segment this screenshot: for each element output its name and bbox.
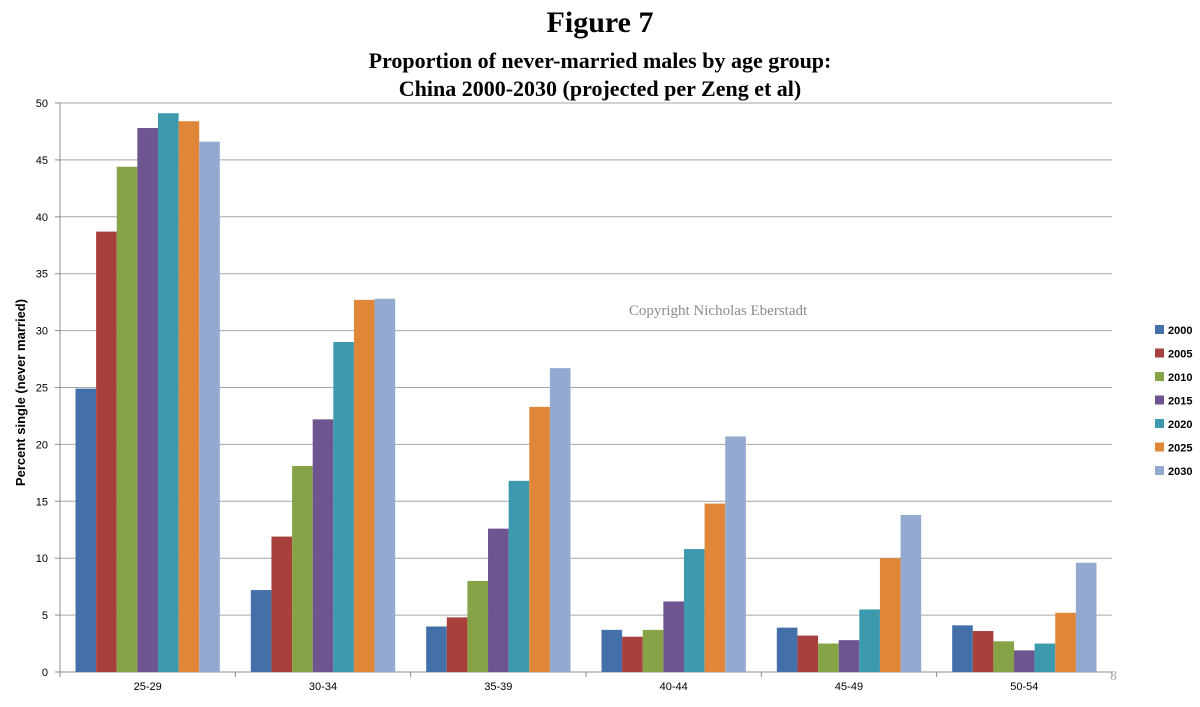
bar-2010-30-34 (292, 466, 313, 672)
bar-2020-25-29 (157, 113, 179, 673)
bar-2010-40-44 (642, 629, 664, 672)
legend-label-2005: 2005 (1168, 349, 1192, 361)
bar-2025-35-39 (529, 406, 550, 672)
bar-2030-30-34 (374, 298, 396, 672)
legend-label-2030: 2030 (1168, 466, 1192, 478)
bar-2015-25-29 (137, 128, 158, 673)
chart-subtitle-line2: China 2000-2030 (projected per Zeng et a… (398, 76, 802, 101)
bar-2020-40-44 (683, 549, 705, 672)
bar-2010-25-29 (116, 166, 138, 673)
x-tick-label: 45-49 (835, 681, 863, 693)
bar-2020-50-54 (1034, 643, 1056, 672)
bar-2025-30-34 (353, 299, 375, 672)
bar-2000-25-29 (75, 388, 97, 672)
y-tick-label: 20 (36, 439, 48, 451)
y-tick-label: 5 (42, 610, 48, 622)
chart-title: Figure 7 (546, 6, 654, 39)
bar-2030-50-54 (1075, 562, 1097, 672)
bar-2005-50-54 (972, 631, 994, 672)
bar-2010-45-49 (818, 643, 839, 672)
x-tick-label: 40-44 (660, 681, 688, 693)
bar-2005-40-44 (622, 636, 643, 672)
bar-2000-40-44 (601, 629, 623, 672)
bar-2030-35-39 (549, 368, 571, 672)
legend-label-2025: 2025 (1168, 443, 1192, 455)
legend-label-2015: 2015 (1168, 396, 1192, 408)
y-tick-label: 50 (36, 98, 48, 110)
bar-2030-45-49 (900, 514, 922, 672)
y-tick-label: 45 (36, 155, 48, 167)
bar-2020-30-34 (333, 341, 354, 672)
legend-swatch-2030 (1155, 466, 1164, 475)
bar-2015-50-54 (1014, 650, 1035, 672)
x-tick-label: 35-39 (484, 681, 512, 693)
x-tick-label: 25-29 (134, 681, 162, 693)
legend-swatch-2000 (1155, 325, 1164, 334)
bar-2005-25-29 (96, 231, 117, 672)
bar-2000-45-49 (776, 627, 798, 672)
bar-2025-40-44 (704, 503, 726, 672)
bar-2000-30-34 (250, 590, 272, 672)
y-tick-label: 25 (36, 383, 48, 395)
page-number: 8 (1110, 669, 1117, 684)
y-tick-label: 35 (36, 269, 48, 281)
bar-2000-35-39 (426, 626, 447, 672)
bar-2000-50-54 (952, 625, 973, 672)
bar-2015-35-39 (488, 528, 509, 672)
legend-label-2000: 2000 (1168, 325, 1192, 337)
legend-swatch-2025 (1155, 442, 1164, 452)
bar-2025-25-29 (178, 121, 200, 672)
bar-2030-40-44 (725, 436, 746, 672)
y-axis-label: Percent single (never married) (13, 299, 28, 486)
y-tick-label: 15 (36, 496, 48, 508)
bar-2005-30-34 (271, 536, 293, 672)
bar-2015-40-44 (663, 601, 684, 672)
bar-2020-35-39 (508, 480, 530, 672)
bar-2015-30-34 (312, 419, 334, 672)
legend-swatch-2005 (1155, 348, 1164, 358)
bar-2030-25-29 (199, 141, 220, 672)
bar-2025-50-54 (1055, 612, 1076, 672)
x-tick-label: 30-34 (309, 681, 337, 693)
copyright-watermark: Copyright Nicholas Eberstadt (629, 303, 808, 319)
bar-2010-35-39 (467, 580, 489, 672)
legend-swatch-2015 (1155, 395, 1164, 405)
bar-2005-45-49 (797, 635, 819, 672)
legend-swatch-2010 (1155, 372, 1164, 381)
legend-label-2010: 2010 (1168, 372, 1192, 384)
bar-2005-35-39 (446, 617, 468, 672)
bar-2010-50-54 (993, 641, 1015, 672)
y-tick-label: 0 (42, 667, 48, 679)
y-tick-label: 30 (36, 326, 48, 338)
chart-subtitle-line1: Proportion of never-married males by age… (368, 48, 832, 73)
x-tick-label: 50-54 (1010, 681, 1038, 693)
y-tick-label: 10 (36, 553, 48, 565)
bar-2020-45-49 (859, 609, 880, 672)
bar-2025-45-49 (879, 558, 901, 672)
bar-2015-45-49 (838, 640, 860, 672)
y-tick-label: 40 (36, 212, 48, 224)
legend-label-2020: 2020 (1168, 419, 1192, 431)
legend-swatch-2020 (1155, 419, 1164, 428)
